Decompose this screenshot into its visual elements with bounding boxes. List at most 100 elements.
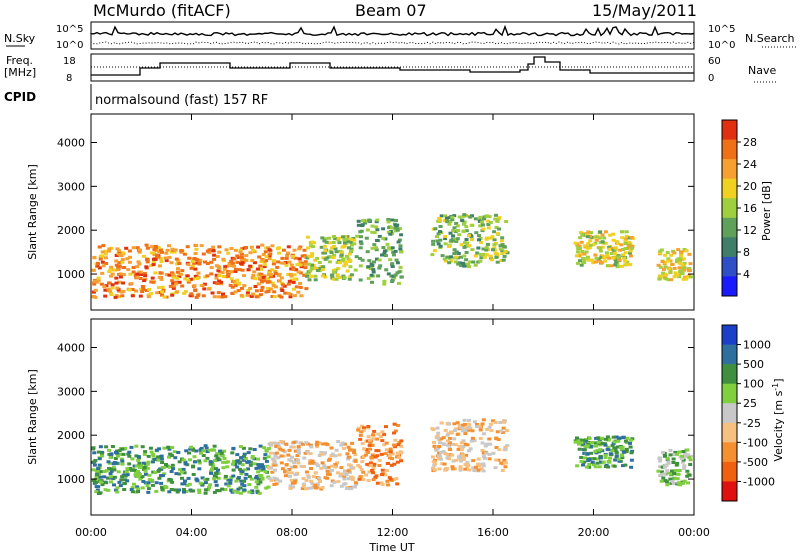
- data-cell: [461, 456, 466, 459]
- data-cell: [360, 424, 364, 428]
- data-cell: [665, 469, 670, 473]
- data-cell: [222, 449, 227, 453]
- data-cell: [134, 464, 139, 468]
- data-cell: [262, 265, 267, 269]
- data-cell: [117, 295, 121, 299]
- data-cell: [114, 450, 118, 454]
- data-cell: [287, 279, 292, 283]
- data-cell: [126, 452, 131, 456]
- data-cell: [147, 288, 152, 291]
- data-cell: [247, 490, 252, 494]
- data-cell: [279, 287, 284, 291]
- data-cell: [266, 277, 271, 281]
- data-cell: [309, 254, 314, 258]
- data-cell: [158, 248, 163, 252]
- data-cell: [151, 260, 156, 264]
- data-cell: [602, 256, 607, 260]
- data-cell: [131, 468, 136, 472]
- data-cell: [134, 444, 139, 448]
- data-cell: [675, 477, 680, 481]
- data-cell: [345, 235, 350, 239]
- data-cell: [106, 476, 111, 480]
- data-cell: [666, 278, 671, 282]
- data-cell: [372, 260, 376, 264]
- data-cell: [483, 456, 487, 460]
- data-cell: [669, 472, 674, 476]
- data-cell: [264, 290, 269, 294]
- data-cell: [587, 246, 592, 250]
- colorbar-swatch: [722, 461, 737, 482]
- data-cell: [432, 463, 437, 467]
- data-cell: [175, 490, 180, 494]
- data-cell: [339, 484, 344, 488]
- data-cell: [662, 260, 667, 264]
- data-cell: [393, 229, 398, 233]
- data-cell: [618, 248, 623, 252]
- data-cell: [491, 419, 496, 423]
- data-cell: [208, 462, 213, 466]
- data-cell: [375, 454, 380, 458]
- data-cell: [161, 288, 166, 292]
- data-cell: [248, 447, 253, 451]
- data-cell: [478, 253, 483, 256]
- data-cell: [673, 271, 678, 275]
- data-cell: [139, 273, 144, 276]
- data-cell: [203, 444, 208, 448]
- data-cell: [688, 262, 693, 266]
- data-cell: [685, 474, 690, 478]
- power-colorbar-label: Power [dB]: [760, 181, 773, 241]
- data-cell: [326, 472, 330, 476]
- data-cell: [478, 424, 482, 428]
- data-cell: [365, 462, 370, 466]
- nsky-tick-bottom: 10^0: [56, 40, 83, 51]
- data-cell: [209, 469, 213, 473]
- data-cell: [489, 256, 494, 260]
- data-cell: [289, 471, 294, 475]
- data-cell: [323, 466, 328, 470]
- data-cell: [182, 471, 187, 475]
- data-cell: [288, 486, 293, 490]
- data-cell: [579, 263, 584, 267]
- data-cell: [331, 270, 336, 274]
- data-cell: [331, 277, 336, 281]
- data-cell: [98, 445, 103, 449]
- data-cell: [286, 282, 291, 286]
- data-cell: [98, 475, 103, 479]
- data-cell: [454, 222, 459, 225]
- data-cell: [489, 429, 494, 433]
- data-cell: [393, 273, 398, 277]
- data-cell: [467, 425, 472, 429]
- data-cell: [594, 444, 599, 448]
- data-cell: [687, 269, 692, 272]
- data-cell: [96, 450, 101, 454]
- data-cell: [364, 236, 369, 240]
- data-cell: [439, 421, 444, 425]
- data-cell: [306, 246, 311, 250]
- data-cell: [259, 260, 264, 264]
- data-cell: [677, 481, 682, 485]
- data-cell: [371, 478, 376, 482]
- data-cell: [388, 230, 393, 233]
- data-cell: [673, 469, 678, 472]
- data-cell: [181, 458, 186, 462]
- data-cell: [688, 458, 693, 462]
- data-cell: [298, 282, 303, 285]
- data-cell: [584, 439, 589, 443]
- data-cell: [599, 460, 604, 464]
- data-cell: [160, 293, 164, 297]
- data-cell: [95, 473, 100, 477]
- data-cell: [142, 466, 147, 469]
- data-cell: [466, 262, 471, 266]
- data-cell: [293, 479, 298, 483]
- data-cell: [226, 273, 231, 276]
- data-cell: [390, 457, 395, 461]
- data-cell: [395, 455, 400, 459]
- data-cell: [280, 467, 285, 471]
- data-cell: [286, 471, 291, 475]
- data-cell: [374, 474, 379, 478]
- data-cell: [396, 443, 401, 447]
- data-cell: [240, 247, 245, 251]
- data-cell: [582, 460, 587, 464]
- data-cell: [175, 262, 180, 266]
- data-cell: [108, 289, 113, 293]
